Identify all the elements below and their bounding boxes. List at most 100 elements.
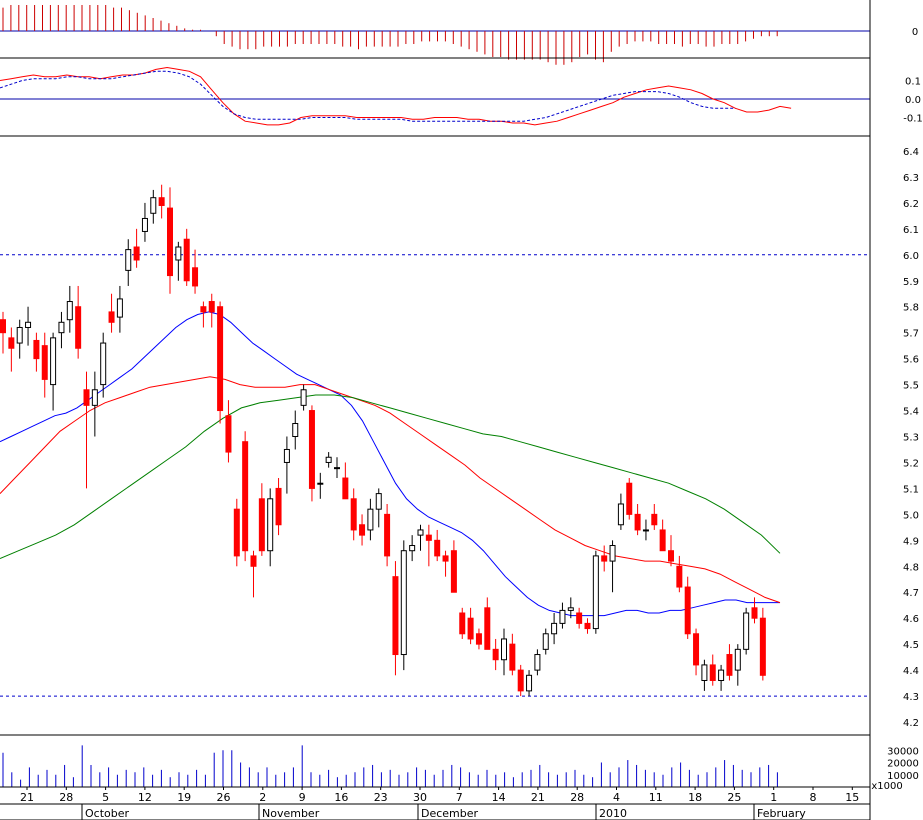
candle-body <box>392 576 399 656</box>
candle-body <box>442 555 449 562</box>
day-tick-label: 15 <box>845 791 859 804</box>
y-axis-ticks: 0 0.1 0.0 -0.1 6.4 6.3 6.2 6.1 6.0 5.9 5.8 5.7 5.6 5.… <box>871 27 922 792</box>
oscillator-signal-line <box>0 70 736 122</box>
candle-body <box>567 607 574 611</box>
candle-body <box>83 389 90 406</box>
day-tick-label: 28 <box>59 791 73 804</box>
price-tick-label: 6.4 <box>903 147 919 158</box>
candle-body <box>609 545 616 562</box>
day-tick-label: 12 <box>138 791 152 804</box>
candle-body <box>709 664 716 681</box>
candle-body <box>233 508 240 557</box>
candle-body <box>308 410 315 489</box>
candle-body <box>659 529 666 552</box>
candle-body <box>208 301 215 313</box>
candle-body <box>450 550 457 593</box>
moving-average-mid <box>0 376 781 604</box>
candle-body <box>509 643 516 671</box>
day-tick-label: 16 <box>334 791 348 804</box>
candle-body <box>492 648 499 661</box>
candle-body <box>342 477 349 500</box>
candle-body <box>125 249 132 271</box>
candle-body <box>634 513 641 531</box>
volume-tick-label: 10000 <box>887 771 919 782</box>
candle-body <box>576 612 583 624</box>
candle-body <box>517 669 524 692</box>
price-tick-label: 5.9 <box>903 277 919 288</box>
candle-body <box>292 423 299 437</box>
candle-body <box>325 456 332 463</box>
candle-body <box>701 664 708 681</box>
candle-body <box>50 337 57 386</box>
candle-body <box>459 612 466 635</box>
candle-body <box>108 311 115 323</box>
candle-body <box>225 415 232 453</box>
histogram-panel <box>0 5 870 65</box>
volume-panel <box>2 745 778 787</box>
price-tick-label: 4.8 <box>903 562 919 573</box>
month-label: 2010 <box>599 807 627 820</box>
candle-body <box>217 306 224 412</box>
candle-body <box>192 267 199 287</box>
month-label: February <box>757 807 806 820</box>
candle-body <box>734 648 741 671</box>
candle-body <box>334 467 340 470</box>
candle-body <box>434 539 441 557</box>
candle-body <box>467 617 474 640</box>
candle-body <box>175 246 182 261</box>
day-tick-label: 1 <box>770 791 777 804</box>
price-tick-label: 4.9 <box>903 536 919 547</box>
oscillator-tick-label: 0.0 <box>905 95 921 106</box>
candle-body <box>100 342 107 386</box>
price-tick-label: 6.1 <box>903 225 919 236</box>
candle-body <box>250 555 257 567</box>
candle-body <box>642 529 649 532</box>
candle-body <box>617 503 624 526</box>
candle-body <box>501 638 507 661</box>
chart-frame <box>0 0 871 820</box>
candle-body <box>41 345 48 380</box>
price-tick-label: 4.5 <box>903 640 919 651</box>
candle-body <box>400 550 407 656</box>
price-tick-label: 5.0 <box>903 510 919 521</box>
day-tick-label: 14 <box>492 791 506 804</box>
candle-body <box>116 298 123 318</box>
day-tick-label: 21 <box>531 791 545 804</box>
volume-tick-label: 30000 <box>887 746 919 757</box>
day-tick-label: 19 <box>177 791 191 804</box>
month-label: October <box>85 807 129 820</box>
candle-body <box>242 441 249 552</box>
price-tick-label: 5.2 <box>903 458 919 469</box>
candle-body <box>267 498 274 552</box>
candle-body <box>684 586 691 635</box>
price-tick-label: 5.6 <box>903 355 919 366</box>
date-axis-panel: 21 28 5 12 19 26 2 9 16 23 30 7 14 21 28 4 11 18 25 1 8 15Oct… <box>0 787 870 820</box>
candle-body <box>58 321 65 334</box>
candle-body <box>141 217 148 232</box>
candle-body <box>551 622 558 635</box>
candle-body <box>584 622 591 630</box>
candle-body <box>317 482 324 485</box>
price-tick-label: 6.3 <box>903 173 919 184</box>
candle-body <box>66 301 73 321</box>
day-tick-label: 11 <box>649 791 663 804</box>
price-tick-label: 4.4 <box>903 666 919 677</box>
candle-body <box>626 482 633 515</box>
day-tick-label: 7 <box>456 791 463 804</box>
candle-body <box>8 337 15 349</box>
day-tick-label: 21 <box>20 791 34 804</box>
day-tick-label: 25 <box>727 791 741 804</box>
candle-body <box>375 493 382 510</box>
candle-body <box>350 498 357 531</box>
day-tick-label: 26 <box>217 791 231 804</box>
candle-body <box>16 326 23 344</box>
candle-body <box>0 319 6 334</box>
candle-body <box>693 633 700 666</box>
candle-body <box>183 238 190 282</box>
price-tick-label: 6.2 <box>903 199 919 210</box>
candle-body <box>726 654 733 676</box>
candle-body <box>275 487 282 526</box>
candle-body <box>150 197 157 214</box>
day-tick-label: 5 <box>102 791 109 804</box>
